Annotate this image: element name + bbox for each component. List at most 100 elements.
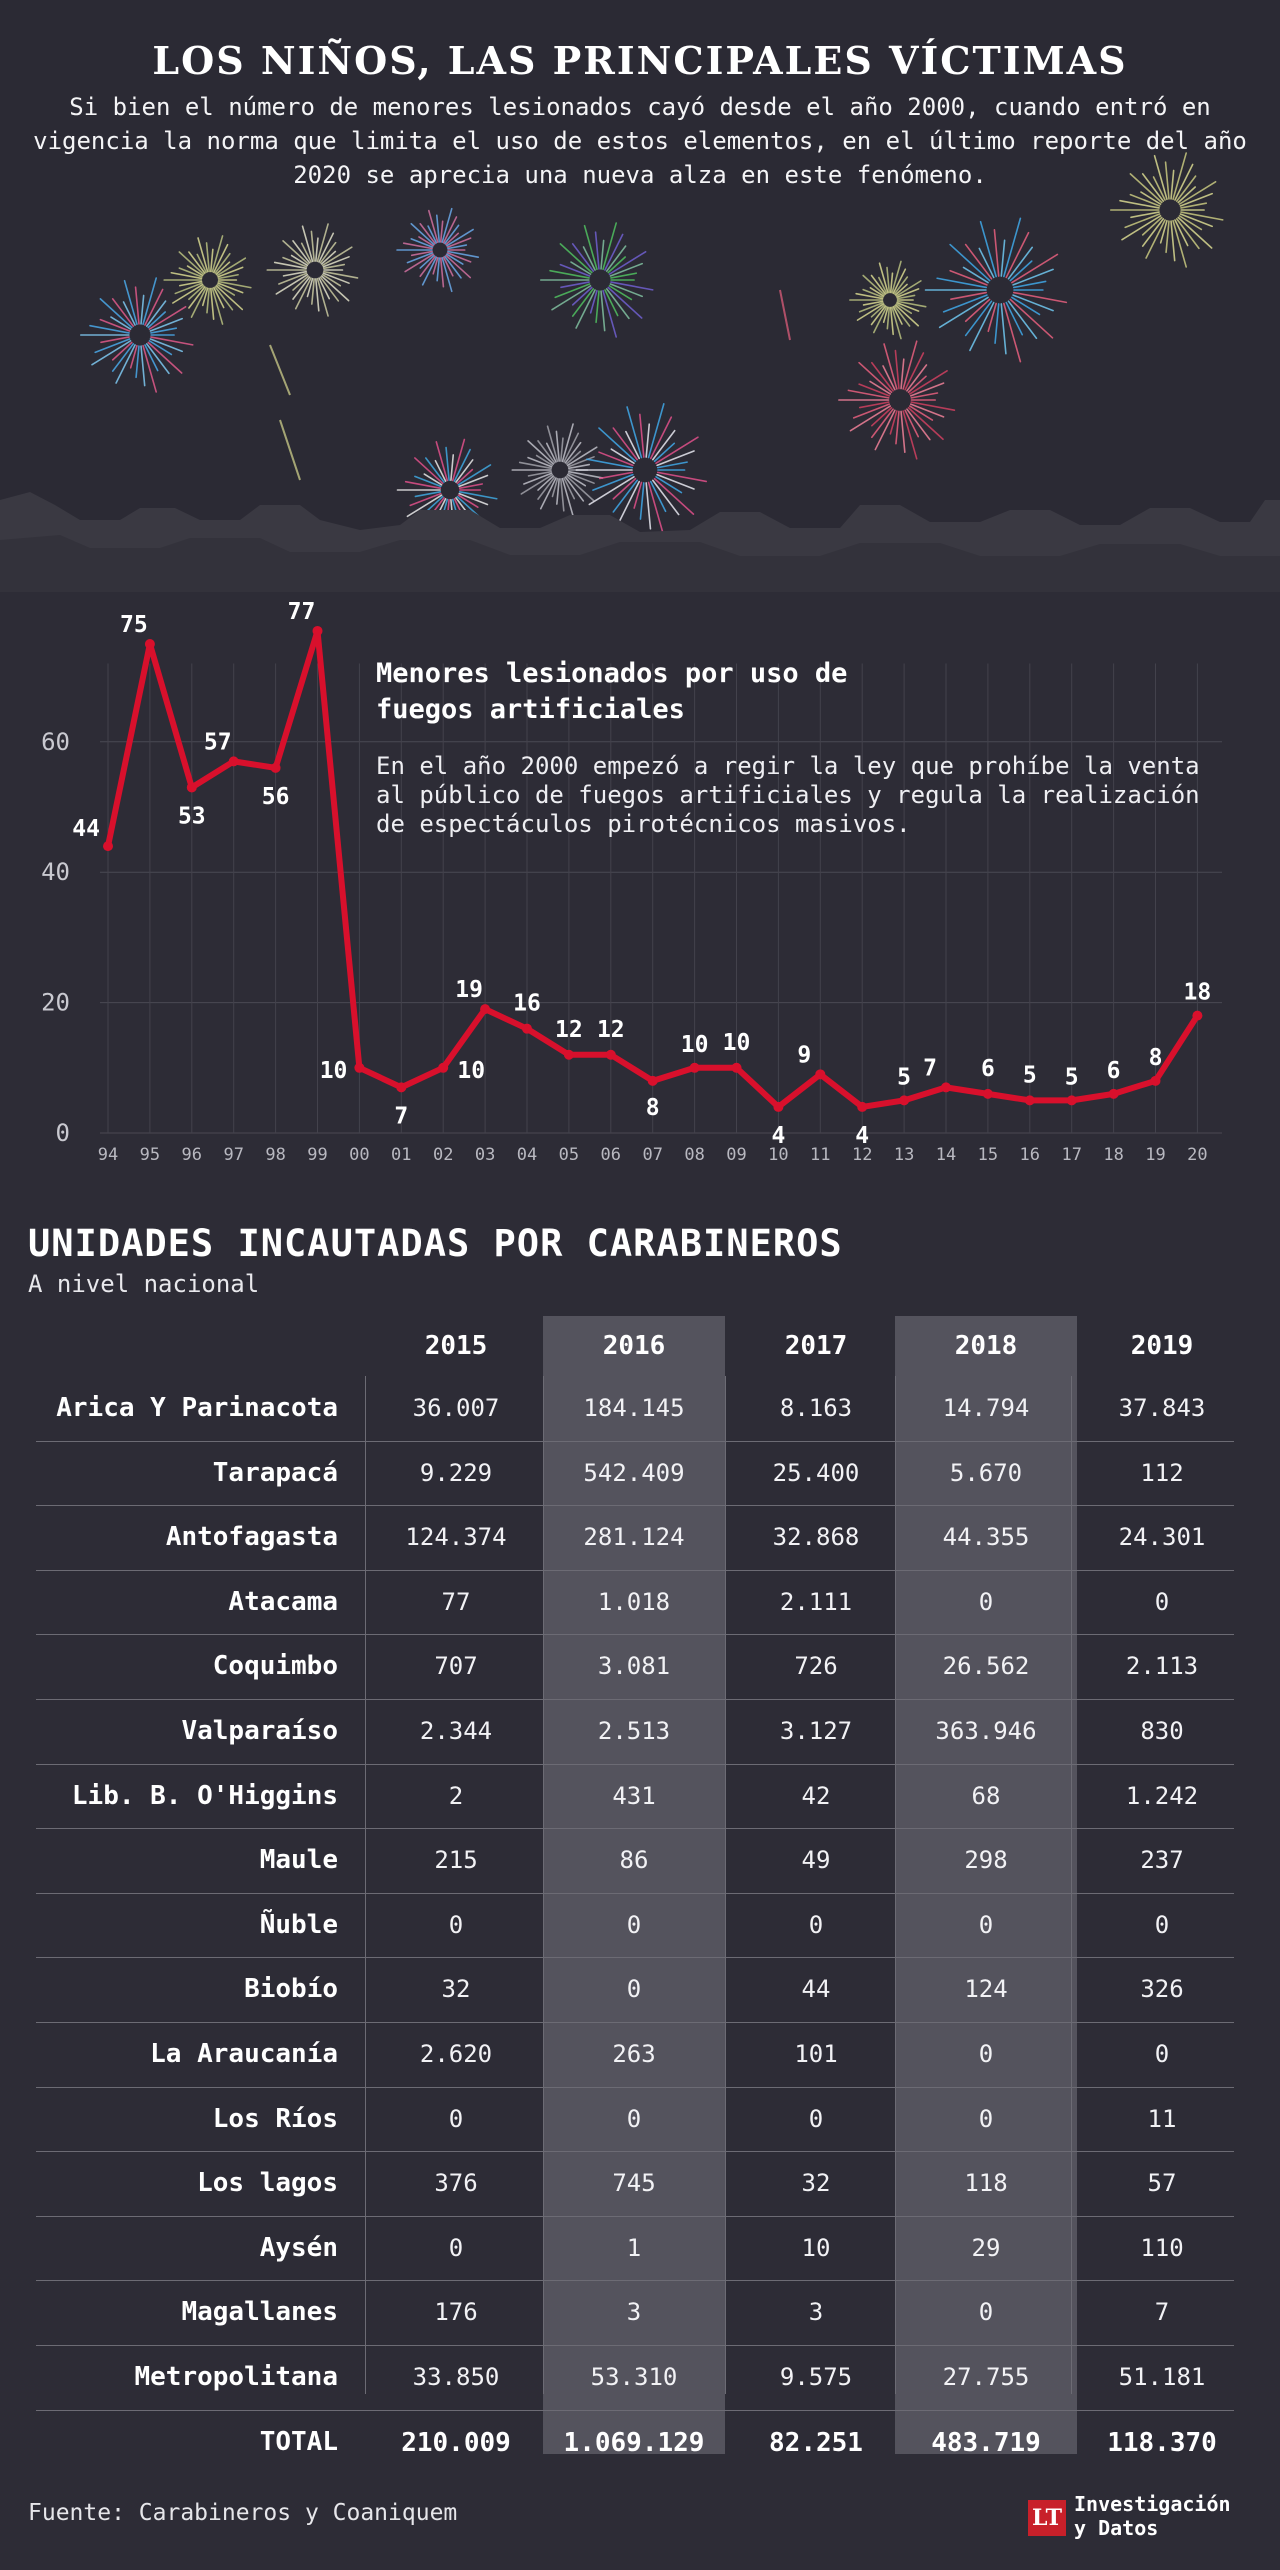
table-cell: 745 xyxy=(612,2169,656,2197)
row-divider xyxy=(36,1764,1234,1765)
table-cell: 281.124 xyxy=(583,1523,685,1551)
table-cell: 326 xyxy=(1140,1975,1184,2003)
page-title: LOS NIÑOS, LAS PRINCIPALES VÍCTIMAS xyxy=(152,38,1128,83)
table-cell: 101 xyxy=(794,2040,838,2068)
table-cell: 0 xyxy=(978,1911,994,1939)
firework-burst xyxy=(1109,152,1224,268)
table-cell: 2.113 xyxy=(1125,1652,1199,1680)
region-label: Coquimbo xyxy=(212,1651,338,1681)
table-cell: 431 xyxy=(612,1782,656,1810)
table-cell: 33.850 xyxy=(412,2363,500,2391)
data-point xyxy=(103,841,113,852)
table-cell: 0 xyxy=(978,2298,994,2326)
table-cell: 0 xyxy=(448,1911,464,1939)
chart-annotation: En el año 2000 empezó a regir la ley que… xyxy=(376,752,1200,838)
table-cell: 0 xyxy=(808,1911,824,1939)
data-label: 5 xyxy=(1065,1064,1079,1090)
data-label: 7 xyxy=(394,1103,408,1129)
column-divider xyxy=(365,1376,366,2394)
table-cell: 86 xyxy=(619,1846,649,1874)
table-cell: 53.310 xyxy=(590,2363,678,2391)
table-cell: 726 xyxy=(794,1652,838,1680)
table-cell: 37.843 xyxy=(1118,1394,1206,1422)
year-header: 2018 xyxy=(954,1331,1018,1361)
brand-logo: LT Investigación y Datos xyxy=(1028,2492,1258,2542)
table-cell: 2.111 xyxy=(779,1588,853,1616)
page-subtitle: Si bien el número de menores lesionados … xyxy=(33,93,1247,189)
table-cell: 298 xyxy=(964,1846,1008,1874)
data-label: 10 xyxy=(320,1058,348,1084)
chart-grid xyxy=(100,663,1222,1134)
data-label: 16 xyxy=(513,991,541,1017)
data-label: 5 xyxy=(897,1064,911,1090)
region-label: Valparaíso xyxy=(181,1716,338,1746)
x-tick-label: 04 xyxy=(517,1145,537,1165)
firework-trail xyxy=(279,419,301,481)
data-label: 77 xyxy=(288,599,316,625)
table-cell: 542.409 xyxy=(583,1459,685,1487)
data-point xyxy=(228,756,239,767)
data-point xyxy=(354,1062,365,1073)
data-point xyxy=(1024,1095,1035,1106)
region-label: Aysén xyxy=(259,2233,338,2263)
data-label: 10 xyxy=(457,1058,485,1084)
x-tick-label: 09 xyxy=(726,1145,746,1165)
table-cell: 1 xyxy=(626,2234,642,2262)
data-point xyxy=(1066,1095,1077,1106)
firework-burst xyxy=(511,423,604,517)
table-cell: 0 xyxy=(448,2105,464,2133)
table-cell: 29 xyxy=(971,2234,1001,2262)
row-divider xyxy=(36,2022,1234,2023)
logo-line-2: y Datos xyxy=(1074,2516,1159,2540)
firework-burst xyxy=(575,403,708,537)
row-divider xyxy=(36,1570,1234,1571)
data-point xyxy=(312,625,323,636)
data-label: 56 xyxy=(262,784,290,810)
table-cell: 0 xyxy=(978,2105,994,2133)
table-cell: 184.145 xyxy=(583,1394,685,1422)
firework-trail xyxy=(269,344,291,396)
table-cell: 11 xyxy=(1147,2105,1177,2133)
data-label: 4 xyxy=(855,1123,869,1149)
column-divider xyxy=(725,1376,726,2394)
table-subtitle: A nivel nacional xyxy=(28,1270,260,1298)
row-divider xyxy=(36,1505,1234,1506)
row-divider xyxy=(36,1699,1234,1700)
data-label: 10 xyxy=(723,1030,751,1056)
column-divider xyxy=(1071,1376,1072,2394)
table-cell: 1.242 xyxy=(1125,1782,1199,1810)
region-label: Los Ríos xyxy=(212,2104,338,2134)
data-point xyxy=(1192,1010,1203,1021)
table-cell: 32.868 xyxy=(772,1523,860,1551)
table-cell: 7 xyxy=(1154,2298,1170,2326)
skyline-silhouette xyxy=(0,492,1280,592)
table-cell: 0 xyxy=(1154,2040,1170,2068)
data-label: 6 xyxy=(981,1056,995,1082)
total-label: TOTAL xyxy=(259,2427,338,2457)
table-cell: 32 xyxy=(801,2169,831,2197)
row-divider xyxy=(36,1441,1234,1442)
table-cell: 0 xyxy=(1154,1911,1170,1939)
x-tick-label: 06 xyxy=(601,1145,621,1165)
x-tick-label: 96 xyxy=(182,1145,202,1165)
firework-burst xyxy=(163,235,252,325)
data-point xyxy=(144,639,155,649)
region-label: Arica Y Parinacota xyxy=(56,1393,338,1423)
table-cell: 2.344 xyxy=(419,1717,493,1745)
y-tick-label: 0 xyxy=(56,1119,70,1147)
table-cell: 9.229 xyxy=(419,1459,493,1487)
table-cell: 0 xyxy=(978,2040,994,2068)
x-tick-label: 13 xyxy=(894,1145,914,1165)
table-cell: 237 xyxy=(1140,1846,1184,1874)
table-cell: 124.374 xyxy=(405,1523,507,1551)
data-point xyxy=(396,1082,407,1093)
data-label: 8 xyxy=(1149,1045,1163,1071)
table-cell: 36.007 xyxy=(412,1394,500,1422)
region-label: Lib. B. O'Higgins xyxy=(71,1781,338,1811)
data-points xyxy=(103,625,1203,1112)
total-cell: 118.370 xyxy=(1107,2428,1217,2458)
row-divider xyxy=(36,2216,1234,2217)
x-tick-label: 02 xyxy=(433,1145,453,1165)
row-divider xyxy=(36,2345,1234,2346)
